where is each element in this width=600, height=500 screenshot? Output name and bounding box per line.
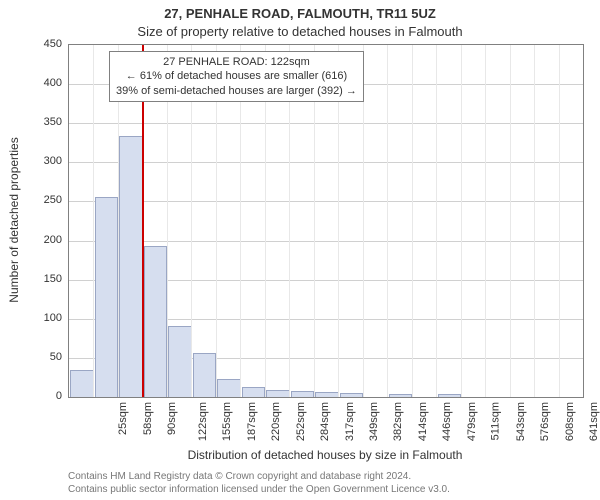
- histogram-bar: [95, 197, 119, 397]
- xtick-label: 25sqm: [117, 402, 129, 435]
- ytick-label: 300: [32, 155, 62, 167]
- histogram-bar: [144, 246, 168, 397]
- xtick-label: 543sqm: [515, 402, 527, 441]
- gridline-v: [436, 45, 437, 397]
- xtick-label: 382sqm: [393, 402, 405, 441]
- xtick-label: 446sqm: [442, 402, 454, 441]
- annotation-box: 27 PENHALE ROAD: 122sqm← 61% of detached…: [109, 51, 364, 102]
- xtick-label: 576sqm: [539, 402, 551, 441]
- ytick-label: 0: [32, 390, 62, 402]
- gridline-v: [485, 45, 486, 397]
- ytick-label: 350: [32, 116, 62, 128]
- gridline-h: [69, 162, 583, 163]
- gridline-v: [510, 45, 511, 397]
- chart-container: 27, PENHALE ROAD, FALMOUTH, TR11 5UZ Siz…: [0, 0, 600, 500]
- xtick-label: 122sqm: [197, 402, 209, 441]
- histogram-bar: [217, 379, 241, 397]
- histogram-bar: [119, 136, 143, 397]
- xtick-label: 58sqm: [142, 402, 154, 435]
- histogram-bar: [242, 387, 266, 397]
- xtick-label: 317sqm: [344, 402, 356, 441]
- histogram-bar: [168, 326, 192, 397]
- ytick-label: 250: [32, 194, 62, 206]
- xtick-label: 349sqm: [368, 402, 380, 441]
- gridline-h: [69, 201, 583, 202]
- histogram-bar: [193, 353, 217, 397]
- credits-line-1: Contains HM Land Registry data © Crown c…: [68, 470, 588, 483]
- annotation-line: 27 PENHALE ROAD: 122sqm: [116, 55, 357, 69]
- histogram-bar: [438, 394, 462, 397]
- xtick-label: 511sqm: [490, 402, 502, 440]
- xtick-label: 187sqm: [246, 402, 258, 441]
- annotation-line: 39% of semi-detached houses are larger (…: [116, 84, 357, 98]
- gridline-v: [412, 45, 413, 397]
- xtick-label: 90sqm: [166, 402, 178, 435]
- ytick-label: 50: [32, 351, 62, 363]
- xtick-label: 414sqm: [417, 402, 429, 441]
- xtick-label: 641sqm: [588, 402, 600, 441]
- plot-area: 27 PENHALE ROAD: 122sqm← 61% of detached…: [68, 44, 584, 398]
- annotation-line: ← 61% of detached houses are smaller (61…: [116, 69, 357, 83]
- ytick-label: 400: [32, 77, 62, 89]
- histogram-bar: [70, 370, 94, 397]
- ytick-label: 450: [32, 38, 62, 50]
- histogram-bar: [340, 393, 364, 397]
- y-axis-label: Number of detached properties: [7, 137, 21, 302]
- histogram-bar: [291, 391, 315, 397]
- gridline-v: [461, 45, 462, 397]
- credits-line-2: Contains public sector information licen…: [68, 483, 588, 496]
- gridline-v: [534, 45, 535, 397]
- gridline-h: [69, 123, 583, 124]
- xtick-label: 284sqm: [319, 402, 331, 441]
- histogram-bar: [389, 394, 413, 397]
- histogram-bar: [266, 390, 290, 397]
- page-title: 27, PENHALE ROAD, FALMOUTH, TR11 5UZ: [0, 6, 600, 21]
- page-subtitle: Size of property relative to detached ho…: [0, 24, 600, 39]
- credits: Contains HM Land Registry data © Crown c…: [68, 470, 588, 496]
- histogram-bar: [315, 392, 339, 397]
- gridline-h: [69, 241, 583, 242]
- xtick-label: 608sqm: [564, 402, 576, 441]
- xtick-label: 479sqm: [466, 402, 478, 441]
- gridline-v: [387, 45, 388, 397]
- ytick-label: 100: [32, 312, 62, 324]
- xtick-label: 155sqm: [221, 402, 233, 441]
- xtick-label: 220sqm: [270, 402, 282, 441]
- ytick-label: 150: [32, 273, 62, 285]
- gridline-v: [559, 45, 560, 397]
- xtick-label: 252sqm: [295, 402, 307, 441]
- x-axis-label: Distribution of detached houses by size …: [68, 448, 582, 462]
- ytick-label: 200: [32, 234, 62, 246]
